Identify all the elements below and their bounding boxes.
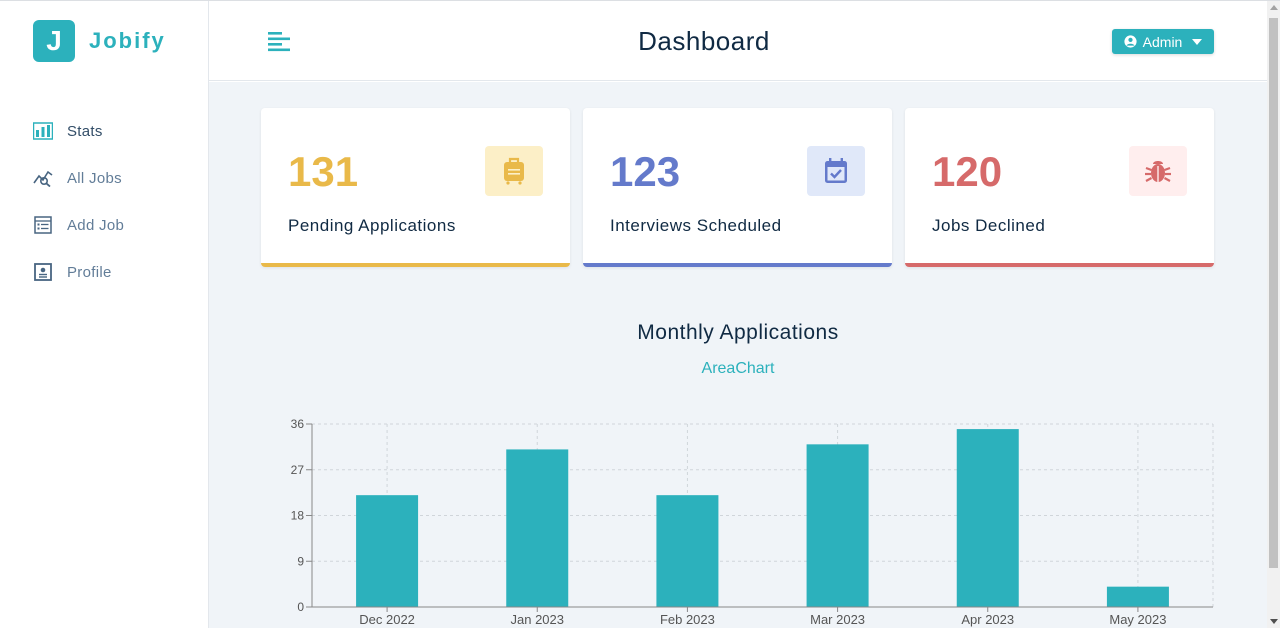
x-axis-tick-label: May 2023 [1109,612,1166,627]
y-axis-tick-label: 27 [291,463,305,477]
x-axis-tick-label: Feb 2023 [660,612,715,627]
stat-label: Interviews Scheduled [610,216,782,235]
main-content: 131 Pending Applications 123 Interviews … [209,82,1267,628]
page-title: Dashboard [638,26,770,56]
sidebar-item-all-jobs[interactable]: All Jobs [33,166,124,190]
sidebar-item-label: Profile [67,263,112,281]
chart-bar [356,495,419,607]
sidebar-item-add-job[interactable]: Add Job [33,213,124,237]
stat-label: Jobs Declined [932,216,1046,235]
stat-value: 123 [610,148,681,195]
x-axis-tick-label: Dec 2022 [359,612,415,627]
logo[interactable]: J Jobify [33,20,166,62]
bug-icon [1129,146,1187,196]
monthly-applications-bar-chart: 0 9 18 27 36 Dec 2022 Jan 2023 Feb 2023 Mar 2023… [291,417,1214,627]
calendar-check-icon [807,146,865,196]
stat-card-accent-bar [583,263,892,267]
sidebar-item-label: All Jobs [67,169,122,187]
logo-icon: J [33,20,75,62]
stat-value: 131 [288,148,359,195]
sidebar-nav: Stats All Jobs Add Job Profile [33,119,124,307]
form-icon [33,215,53,235]
chart-type-toggle-button[interactable]: AreaChart [701,360,775,377]
caret-down-icon [1192,38,1203,45]
vertical-scrollbar[interactable] [1267,1,1280,628]
query-stats-icon [33,168,53,188]
chart-bar [656,495,719,607]
top-header: Dashboard Admin [209,1,1267,81]
x-axis-tick-label: Mar 2023 [810,612,865,627]
scroll-down-arrow-icon[interactable] [1270,619,1278,624]
y-axis-tick-label: 9 [297,554,304,568]
stat-card-interviews: 123 Interviews Scheduled [583,108,892,267]
sidebar-item-label: Stats [67,122,103,140]
chart-bar [506,449,569,607]
user-menu-label: Admin [1142,33,1183,50]
stat-card-accent-bar [261,263,570,267]
user-circle-icon [1124,35,1137,48]
y-axis-tick-label: 0 [297,600,304,614]
stat-card-pending: 131 Pending Applications [261,108,570,267]
stat-value: 120 [932,148,1003,195]
sidebar-item-label: Add Job [67,216,125,234]
y-axis-tick-label: 36 [291,417,305,431]
sidebar: J Jobify Stats All Jobs Add Job [0,1,209,628]
user-menu-button[interactable]: Admin [1112,29,1214,54]
stat-card-declined: 120 Jobs Declined [905,108,1214,267]
y-axis-tick-label: 18 [291,509,305,523]
scroll-up-arrow-icon[interactable] [1270,5,1278,10]
id-card-icon [33,262,53,282]
logo-text: Jobify [89,28,166,53]
chart-bar [1106,586,1169,607]
sidebar-toggle-button[interactable] [268,31,290,53]
menu-align-left-icon [268,32,290,52]
sidebar-item-profile[interactable]: Profile [33,260,124,284]
stat-label: Pending Applications [288,216,456,235]
sidebar-item-stats[interactable]: Stats [33,119,124,143]
chart-bar [806,444,869,607]
chart-bar [956,429,1019,607]
suitcase-icon [485,146,543,196]
x-axis-tick-label: Jan 2023 [511,612,565,627]
bar-chart-icon [33,121,53,141]
x-axis-tick-label: Apr 2023 [961,612,1014,627]
scrollbar-thumb[interactable] [1269,18,1278,568]
chart-title: Monthly Applications [637,321,839,344]
stat-card-accent-bar [905,263,1214,267]
